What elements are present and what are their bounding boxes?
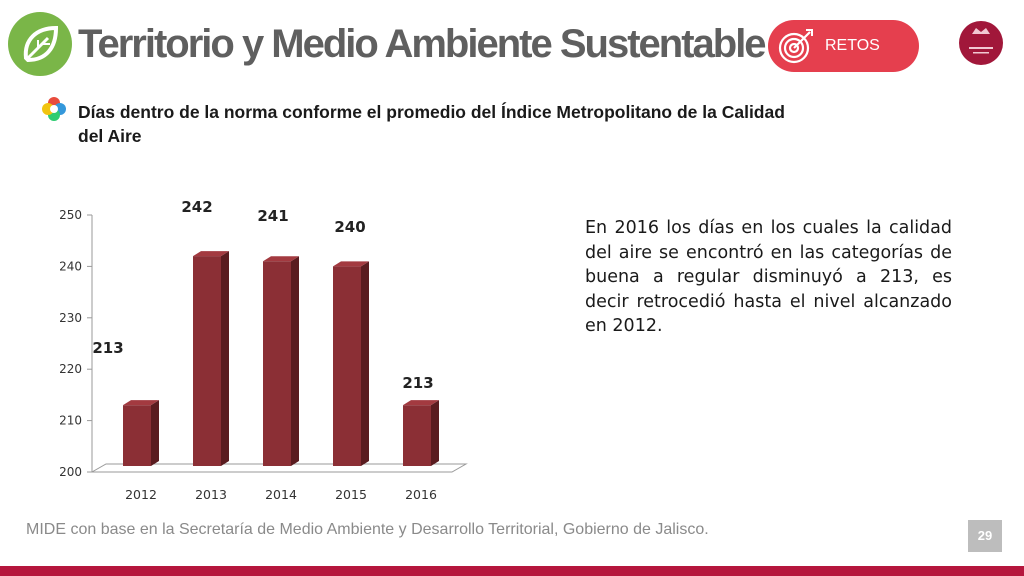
bar-top: [193, 251, 229, 257]
chart-subtitle: Días dentro de la norma conforme el prom…: [78, 102, 785, 146]
bar: [123, 405, 151, 466]
data-label: 241: [257, 207, 288, 225]
bar-side: [361, 261, 369, 466]
y-tick-label: 210: [59, 414, 82, 428]
x-tick-label: 2013: [195, 487, 227, 502]
bar-side: [221, 251, 229, 466]
data-label: 213: [402, 374, 433, 392]
bar-chart: 200 210 220 230 240 250 2012 2013 2014 2015 2016 21…: [59, 198, 468, 502]
data-label: 213: [92, 339, 123, 357]
leaf-badge: [8, 12, 72, 76]
retos-button[interactable]: RETOS: [768, 20, 919, 72]
data-label: 242: [181, 198, 212, 216]
bar: [403, 405, 431, 466]
bar: [193, 256, 221, 466]
bar-top: [123, 400, 159, 406]
retos-label: RETOS: [825, 37, 880, 54]
footer-bar: [0, 566, 1024, 576]
x-tick-label: 2015: [335, 487, 367, 502]
source-note: MIDE con base en la Secretaría de Medio …: [26, 521, 709, 538]
bar-top: [263, 256, 299, 262]
y-tick-label: 220: [59, 362, 82, 376]
x-tick-label: 2016: [405, 487, 437, 502]
y-tick-label: 230: [59, 311, 82, 325]
leaf-icon: [23, 25, 59, 63]
target-arrow-icon: [778, 29, 813, 64]
chart-description: En 2016 los días en los cuales la calida…: [585, 218, 952, 336]
data-label: 240: [334, 218, 365, 236]
bar-top: [333, 261, 369, 267]
x-tick-label: 2014: [265, 487, 297, 502]
chart-floor: [90, 463, 468, 473]
bar: [333, 266, 361, 466]
bar-side: [291, 256, 299, 466]
page-number: 29: [968, 520, 1002, 552]
bar-side: [431, 400, 439, 466]
bar-side: [151, 400, 159, 466]
y-tick-label: 240: [59, 259, 82, 273]
x-tick-label: 2012: [125, 487, 157, 502]
page-title: Territorio y Medio Ambiente Sustentable: [78, 22, 767, 66]
y-tick-label: 200: [59, 465, 82, 479]
y-tick-label: 250: [59, 208, 82, 222]
bar: [263, 261, 291, 466]
bar-top: [403, 400, 439, 406]
jalisco-seal-logo: [959, 21, 1003, 65]
color-wheel-icon: [42, 97, 66, 121]
